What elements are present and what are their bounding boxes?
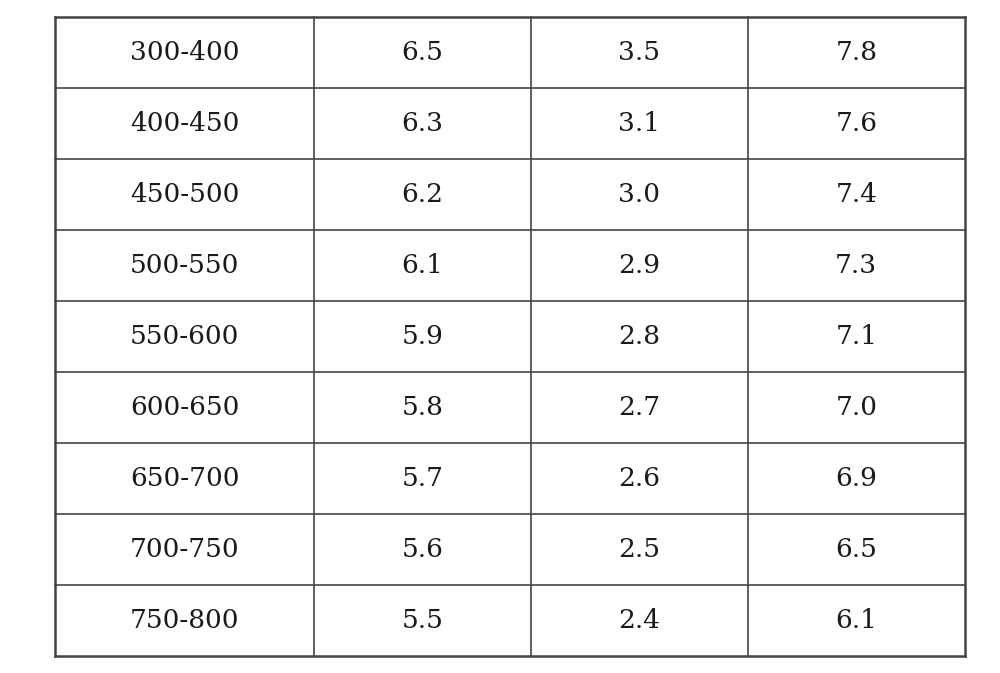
Text: 2.7: 2.7 <box>618 395 660 420</box>
Text: 6.1: 6.1 <box>835 608 877 633</box>
Text: 300-400: 300-400 <box>130 40 239 65</box>
Text: 6.1: 6.1 <box>402 253 444 278</box>
Text: 3.5: 3.5 <box>618 40 660 65</box>
Text: 2.9: 2.9 <box>618 253 660 278</box>
Text: 7.6: 7.6 <box>835 111 877 136</box>
Text: 6.9: 6.9 <box>835 466 877 491</box>
Text: 2.8: 2.8 <box>618 324 660 349</box>
Text: 5.8: 5.8 <box>402 395 444 420</box>
Text: 450-500: 450-500 <box>130 182 239 207</box>
Text: 2.6: 2.6 <box>618 466 660 491</box>
Text: 7.1: 7.1 <box>835 324 877 349</box>
Text: 7.4: 7.4 <box>835 182 877 207</box>
Text: 600-650: 600-650 <box>130 395 239 420</box>
Text: 5.7: 5.7 <box>402 466 444 491</box>
Text: 6.5: 6.5 <box>402 40 444 65</box>
Text: 7.8: 7.8 <box>835 40 877 65</box>
Text: 6.5: 6.5 <box>835 537 877 562</box>
Text: 550-600: 550-600 <box>130 324 239 349</box>
Text: 3.0: 3.0 <box>618 182 660 207</box>
Text: 5.5: 5.5 <box>402 608 444 633</box>
Text: 5.9: 5.9 <box>402 324 444 349</box>
Text: 6.2: 6.2 <box>402 182 444 207</box>
Text: 2.5: 2.5 <box>618 537 660 562</box>
Text: 6.3: 6.3 <box>402 111 444 136</box>
Text: 400-450: 400-450 <box>130 111 239 136</box>
Text: 2.4: 2.4 <box>618 608 660 633</box>
Text: 750-800: 750-800 <box>130 608 239 633</box>
Text: 7.0: 7.0 <box>835 395 877 420</box>
Text: 500-550: 500-550 <box>130 253 239 278</box>
Text: 3.1: 3.1 <box>618 111 660 136</box>
Text: 650-700: 650-700 <box>130 466 239 491</box>
Text: 5.6: 5.6 <box>402 537 444 562</box>
Text: 700-750: 700-750 <box>130 537 239 562</box>
Text: 7.3: 7.3 <box>835 253 877 278</box>
